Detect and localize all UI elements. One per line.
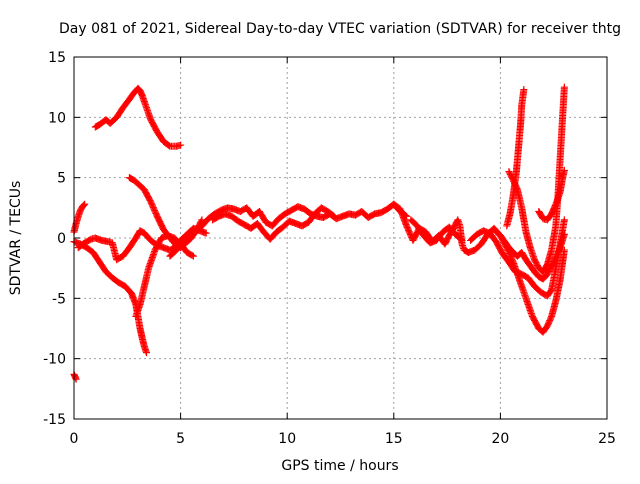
data-point [188, 251, 196, 259]
data-point [81, 200, 89, 208]
x-tick-label: 20 [491, 431, 509, 447]
grid [74, 57, 607, 419]
data-point [189, 252, 197, 260]
chart-title: Day 081 of 2021, Sidereal Day-to-day VTE… [59, 21, 621, 37]
series-arc-2 [70, 200, 89, 236]
x-tick-label: 5 [176, 431, 185, 447]
y-tick-label: 5 [57, 171, 66, 187]
series-arc-1 [70, 370, 80, 383]
axes: 0 5 10 15 20 25 -15 -10 -5 0 5 10 15 [43, 50, 616, 447]
series-arc-3 [91, 84, 185, 150]
data-point [177, 141, 185, 149]
series-arc-16 [535, 166, 568, 224]
data-point [80, 201, 88, 209]
series-arc-13 [492, 228, 568, 283]
data-points [70, 83, 568, 383]
data-point [329, 211, 337, 219]
series-arc-15 [505, 83, 568, 276]
series-arc-5 [70, 238, 150, 357]
y-tick-label: 15 [48, 50, 66, 66]
series-arc-7 [132, 232, 197, 320]
data-point [330, 212, 338, 220]
series-arc-11 [407, 216, 466, 247]
data-point [457, 235, 465, 243]
x-axis-label: GPS time / hours [281, 458, 398, 474]
data-point [560, 83, 568, 91]
data-point [79, 202, 87, 210]
data-point [202, 229, 210, 237]
x-tick-label: 10 [278, 431, 296, 447]
series-arc-9 [209, 204, 338, 243]
series-arc-6 [74, 224, 210, 264]
y-tick-label: -10 [43, 352, 66, 368]
x-tick-label: 15 [385, 431, 403, 447]
data-point [560, 166, 568, 174]
series-arc-14 [503, 86, 528, 230]
y-tick-label: 10 [48, 110, 66, 126]
y-tick-label: -15 [43, 412, 66, 428]
data-point [520, 86, 528, 94]
data-point [458, 236, 466, 244]
data-point [142, 349, 150, 357]
y-tick-label: 0 [57, 231, 66, 247]
data-point [560, 230, 568, 238]
series-arc-8 [166, 200, 411, 260]
data-point [560, 216, 568, 224]
x-tick-label: 0 [70, 431, 79, 447]
y-axis-label: SDTVAR / TECUs [8, 181, 24, 296]
y-tick-label: -5 [52, 291, 66, 307]
x-tick-label: 25 [598, 431, 616, 447]
